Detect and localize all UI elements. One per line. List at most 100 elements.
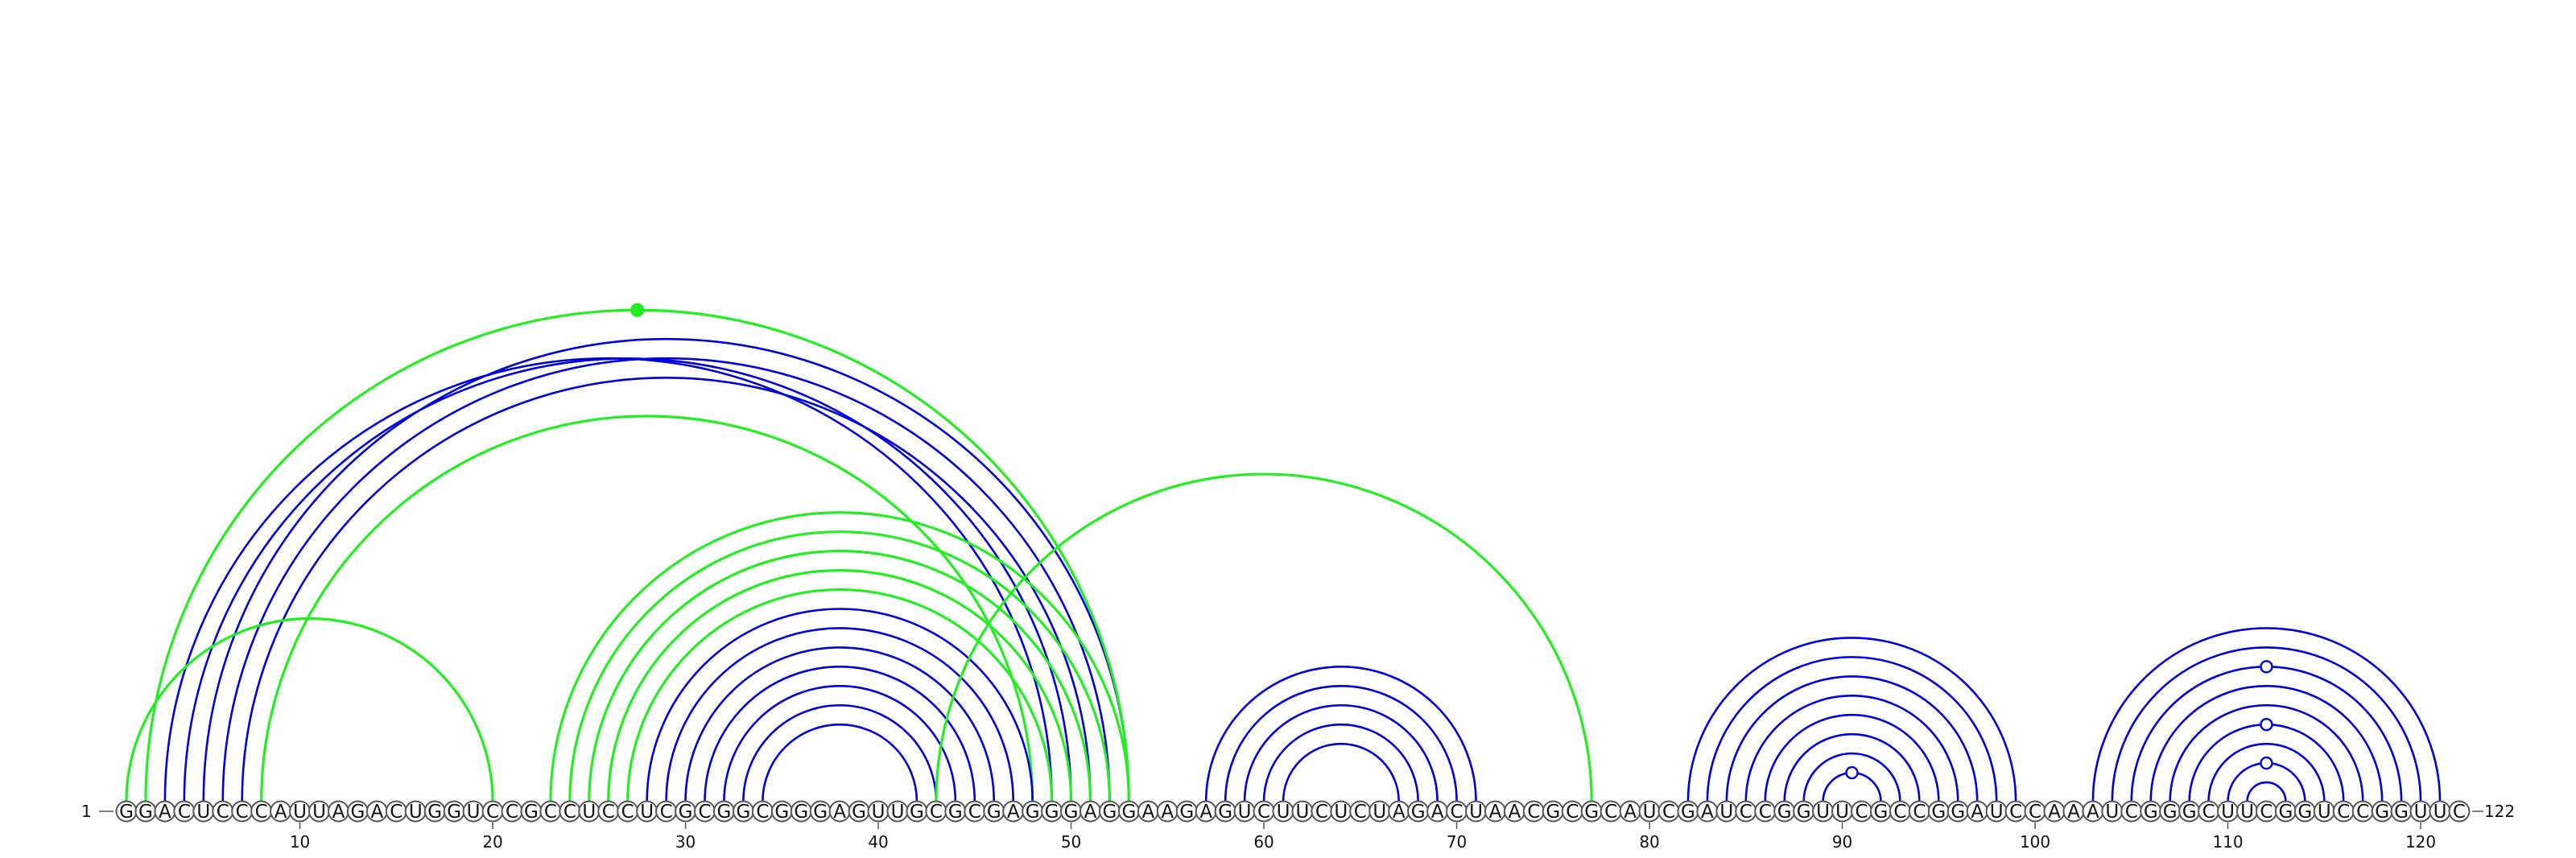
nucleotide-letter: C	[660, 802, 673, 823]
nucleotide-83: A	[1696, 800, 1719, 823]
arc-27-49	[626, 588, 1054, 802]
nucleotide-letter: A	[1489, 802, 1502, 823]
nucleotide-111: U	[2236, 800, 2258, 823]
nucleotide-21: C	[501, 800, 523, 823]
nucleotide-letter: U	[2414, 802, 2428, 823]
nucleotide-letter: U	[2105, 802, 2119, 823]
nucleotide-22: G	[520, 800, 543, 823]
arc-6-52	[221, 357, 1111, 802]
nucleotide-62: U	[1291, 800, 1314, 823]
arc-59-69	[1243, 703, 1439, 802]
arc-87-94	[1783, 732, 1921, 802]
nucleotide-letter: A	[2087, 802, 2099, 823]
nucleotide-38: A	[828, 800, 851, 823]
nucleotide-letter: G	[1584, 802, 1599, 823]
nucleotide-letter: C	[2009, 802, 2022, 823]
nucleotide-113: G	[2274, 800, 2297, 823]
nucleotide-104: U	[2101, 800, 2124, 823]
arc-2-53	[144, 308, 1130, 802]
nucleotide-letter: A	[2048, 802, 2061, 823]
nucleotide-32: G	[712, 800, 735, 823]
nucleotide-89: U	[1812, 800, 1835, 823]
nucleotide-73: A	[1503, 800, 1525, 823]
nucleotide-54: A	[1137, 800, 1159, 823]
arc-34-42	[762, 723, 919, 802]
nucleotide-letter: G	[987, 802, 1001, 823]
nucleotide-77: G	[1580, 800, 1603, 823]
nucleotide-letter: C	[2029, 802, 2041, 823]
nucleotide-letter: U	[1373, 802, 1386, 823]
nucleotide-letter: A	[1971, 802, 1984, 823]
nucleotide-letter: U	[1296, 802, 1310, 823]
nucleotide-letter: G	[948, 802, 963, 823]
nucleotide-letter: C	[217, 802, 229, 823]
nucleotide-letter: G	[1026, 802, 1040, 823]
nucleotide-letter: U	[872, 802, 886, 823]
nucleotide-57: A	[1195, 800, 1217, 823]
nucleotide-letter: G	[852, 802, 866, 823]
arc-109-115	[2207, 742, 2326, 802]
nucleotide-17: G	[423, 800, 446, 823]
nucleotide-letter: C	[1740, 802, 1752, 823]
nucleotide-15: C	[385, 800, 407, 823]
nucleotide-14: A	[365, 800, 388, 823]
nucleotide-112: C	[2255, 800, 2277, 823]
nucleotide-36: G	[790, 800, 812, 823]
nucleotide-19: U	[462, 800, 485, 823]
nucleotide-84: U	[1715, 800, 1738, 823]
nucleotide-letter: C	[255, 802, 268, 823]
arc-103-121	[2091, 627, 2442, 802]
arc-5-53	[202, 337, 1130, 802]
nucleotide-letter: C	[2125, 802, 2138, 823]
nucleotide-letter: U	[1643, 802, 1657, 823]
nucleotide-letter: C	[1315, 802, 1328, 823]
nucleotide-85: C	[1735, 800, 1757, 823]
nucleotide-letter: G	[1874, 802, 1889, 823]
nucleotide-letter: U	[1719, 802, 1733, 823]
nucleotide-68: G	[1407, 800, 1430, 823]
nucleotide-27: C	[617, 800, 639, 823]
nucleotide-letter: C	[1893, 802, 1906, 823]
nucleotide-letter: C	[698, 802, 711, 823]
nucleotide-letter: G	[1681, 802, 1695, 823]
nucleotide-100: C	[2024, 800, 2046, 823]
arc-104-120	[2111, 646, 2422, 802]
nucleotide-67: A	[1388, 800, 1410, 823]
nucleotide-letter: G	[1103, 802, 1117, 823]
nucleotide-58: G	[1214, 800, 1236, 823]
nucleotide-4: C	[173, 800, 196, 823]
nucleotide-98: U	[1985, 800, 2008, 823]
nucleotide-30: G	[675, 800, 697, 823]
nucleotide-letter: U	[293, 802, 307, 823]
tick-label-40: 40	[868, 832, 888, 852]
arc-3-49	[163, 357, 1053, 802]
nucleotide-letter: U	[640, 802, 654, 823]
nucleotide-letter: G	[794, 802, 808, 823]
nucleotide-letter: C	[544, 802, 557, 823]
tick-label-50: 50	[1061, 832, 1081, 852]
nucleotide-letter: C	[1566, 802, 1579, 823]
nucleotide-28: U	[636, 800, 658, 823]
arc-4-50	[183, 357, 1072, 802]
nucleotide-114: G	[2293, 800, 2316, 823]
tick-label-60: 60	[1253, 832, 1274, 852]
arc-106-118	[2149, 685, 2384, 802]
nucleotide-115: U	[2313, 800, 2335, 823]
nucleotide-letter: G	[813, 802, 828, 823]
nucleotide-letter: G	[1777, 802, 1792, 823]
nucleotide-letter: G	[1951, 802, 1965, 823]
nucleotide-letter: A	[1431, 802, 1444, 823]
nucleotide-94: C	[1908, 800, 1930, 823]
nucleotide-letter: C	[1257, 802, 1270, 823]
nucleotide-52: G	[1098, 800, 1121, 823]
nucleotide-letter: C	[236, 802, 249, 823]
tick-label-90: 90	[1832, 832, 1852, 852]
nucleotide-118: G	[2371, 800, 2393, 823]
nucleotide-29: C	[655, 800, 678, 823]
nucleotide-39: G	[848, 800, 870, 823]
nucleotide-75: G	[1542, 800, 1564, 823]
nucleotide-59: U	[1233, 800, 1256, 823]
arc-57-71	[1204, 666, 1477, 802]
nucleotide-letter: U	[891, 802, 905, 823]
